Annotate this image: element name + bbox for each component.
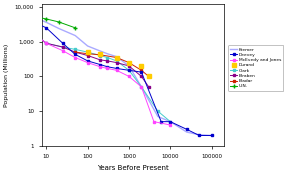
- McEvedy and Jones: [152, 121, 156, 123]
- Deevey: [61, 42, 65, 44]
- Deevey: [106, 66, 109, 68]
- Kremer: [210, 134, 213, 136]
- Clark: [45, 42, 48, 44]
- Durand: [115, 57, 118, 59]
- U.N.: [45, 18, 48, 20]
- Deevey: [16, 14, 19, 16]
- Kremer: [140, 86, 143, 88]
- Line: Clark: Clark: [16, 20, 172, 123]
- McEvedy and Jones: [140, 86, 143, 88]
- U.N.: [32, 15, 36, 18]
- Bladar: [140, 69, 143, 71]
- Kremer: [73, 34, 77, 37]
- Clark: [140, 86, 143, 88]
- Deevey: [86, 60, 89, 62]
- Biraben: [140, 75, 143, 78]
- X-axis label: Years Before Present: Years Before Present: [97, 165, 169, 171]
- Deevey: [210, 134, 213, 136]
- McEvedy and Jones: [168, 124, 172, 126]
- Bladar: [115, 57, 118, 59]
- Deevey: [198, 134, 201, 136]
- McEvedy and Jones: [98, 66, 102, 68]
- Durand: [147, 75, 150, 78]
- McEvedy and Jones: [16, 20, 19, 22]
- Kremer: [168, 121, 172, 123]
- McEvedy and Jones: [86, 62, 89, 64]
- Kremer: [127, 65, 131, 67]
- Kremer: [98, 50, 102, 52]
- Clark: [73, 48, 77, 50]
- Durand: [98, 53, 102, 55]
- Bladar: [147, 75, 150, 78]
- Clark: [115, 60, 118, 62]
- Bladar: [98, 54, 102, 56]
- Legend: Kremer, Deevey, McEvedy and Jones, Durand, Clark, Biraben, Bladar, U.N.: Kremer, Deevey, McEvedy and Jones, Duran…: [228, 45, 283, 90]
- McEvedy and Jones: [45, 42, 48, 44]
- Kremer: [57, 27, 60, 30]
- Deevey: [185, 128, 189, 130]
- Biraben: [147, 86, 150, 88]
- Biraben: [73, 51, 77, 53]
- Clark: [16, 20, 19, 22]
- Kremer: [86, 45, 89, 47]
- Line: Durand: Durand: [86, 50, 150, 78]
- Line: McEvedy and Jones: McEvedy and Jones: [16, 20, 172, 126]
- Kremer: [106, 53, 109, 55]
- Biraben: [86, 54, 89, 57]
- Deevey: [160, 121, 163, 123]
- Line: U.N.: U.N.: [15, 13, 77, 30]
- Biraben: [98, 59, 102, 61]
- McEvedy and Jones: [106, 67, 109, 69]
- U.N.: [16, 14, 19, 16]
- Kremer: [32, 16, 36, 18]
- U.N.: [57, 21, 60, 23]
- McEvedy and Jones: [127, 75, 131, 78]
- Deevey: [73, 53, 77, 55]
- Clark: [61, 46, 65, 48]
- Deevey: [98, 64, 102, 66]
- Bladar: [73, 51, 77, 53]
- Deevey: [168, 121, 172, 123]
- Biraben: [45, 42, 48, 44]
- Biraben: [115, 62, 118, 64]
- Biraben: [61, 46, 65, 48]
- Biraben: [106, 60, 109, 62]
- Clark: [127, 69, 131, 71]
- Deevey: [127, 69, 131, 71]
- Kremer: [45, 21, 48, 23]
- Clark: [106, 57, 109, 59]
- Durand: [140, 65, 143, 67]
- McEvedy and Jones: [73, 57, 77, 59]
- Kremer: [198, 134, 201, 136]
- Clark: [168, 121, 172, 123]
- Bladar: [86, 53, 89, 55]
- U.N.: [73, 27, 77, 29]
- Clark: [98, 54, 102, 57]
- Kremer: [16, 14, 19, 16]
- Bladar: [127, 62, 131, 64]
- Line: Kremer: Kremer: [17, 15, 212, 135]
- Line: Biraben: Biraben: [16, 20, 150, 88]
- Kremer: [115, 56, 118, 58]
- McEvedy and Jones: [61, 50, 65, 52]
- Kremer: [156, 116, 160, 118]
- Clark: [86, 51, 89, 53]
- Durand: [127, 62, 131, 64]
- Clark: [156, 110, 160, 112]
- Biraben: [127, 65, 131, 67]
- Deevey: [115, 67, 118, 69]
- McEvedy and Jones: [115, 69, 118, 71]
- Y-axis label: Population (Millions): Population (Millions): [4, 43, 9, 107]
- Deevey: [45, 27, 48, 29]
- Durand: [86, 51, 89, 53]
- Line: Deevey: Deevey: [16, 13, 213, 137]
- Deevey: [140, 71, 143, 73]
- Biraben: [16, 20, 19, 22]
- Kremer: [185, 131, 189, 133]
- Line: Bladar: Bladar: [74, 51, 150, 78]
